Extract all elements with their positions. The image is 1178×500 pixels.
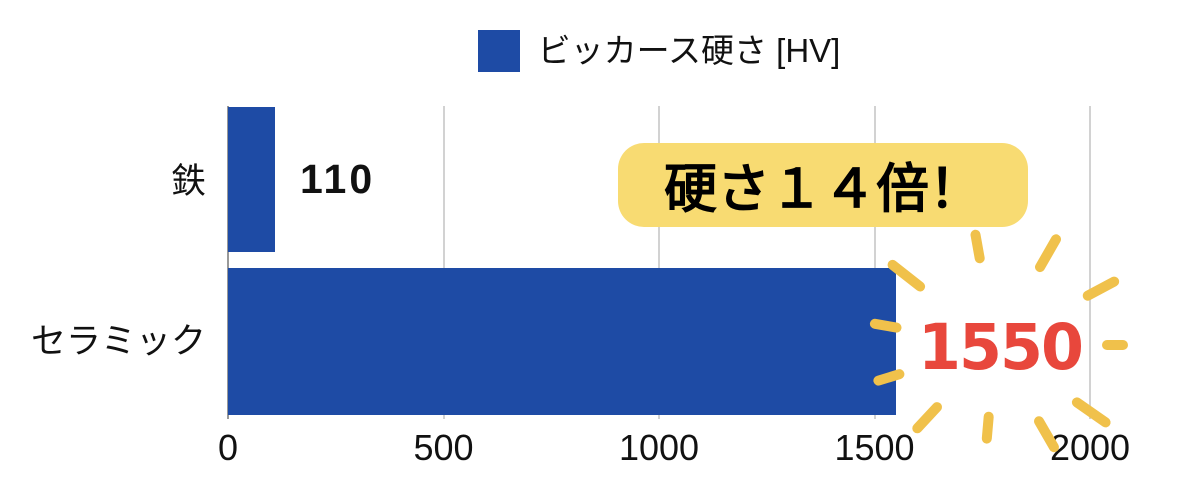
chart-legend: ビッカース硬さ [HV]	[228, 30, 1090, 72]
x-tick-label: 0	[217, 427, 239, 468]
gridline-1000	[658, 106, 660, 419]
bar-ceramic	[228, 268, 897, 415]
x-tick-label: 1500	[834, 427, 915, 468]
value-label-iron: 110	[300, 156, 376, 202]
x-tick-label: 500	[413, 427, 474, 468]
bar-iron	[228, 107, 276, 252]
starburst-rays	[869, 229, 1128, 453]
y-axis-line	[227, 106, 229, 419]
category-label-ceramic: セラミック	[30, 322, 206, 361]
legend-label: ビッカース硬さ [HV]	[537, 32, 841, 70]
x-tick-label: 2000	[1049, 427, 1131, 468]
gridline-500	[442, 106, 445, 419]
starburst-icon	[869, 229, 1128, 453]
gridline-2000	[1089, 106, 1091, 419]
hardness-ratio-badge: 硬さ１４倍！	[618, 143, 1028, 227]
category-label-iron: 鉄	[170, 162, 206, 201]
x-tick-label: 1000	[618, 427, 700, 468]
gridline-1500	[873, 106, 876, 419]
value-label-ceramic: 1550	[918, 311, 1084, 384]
legend-swatch	[477, 30, 520, 72]
plot-area: 0 500 1000 1500 2000	[218, 106, 1130, 468]
